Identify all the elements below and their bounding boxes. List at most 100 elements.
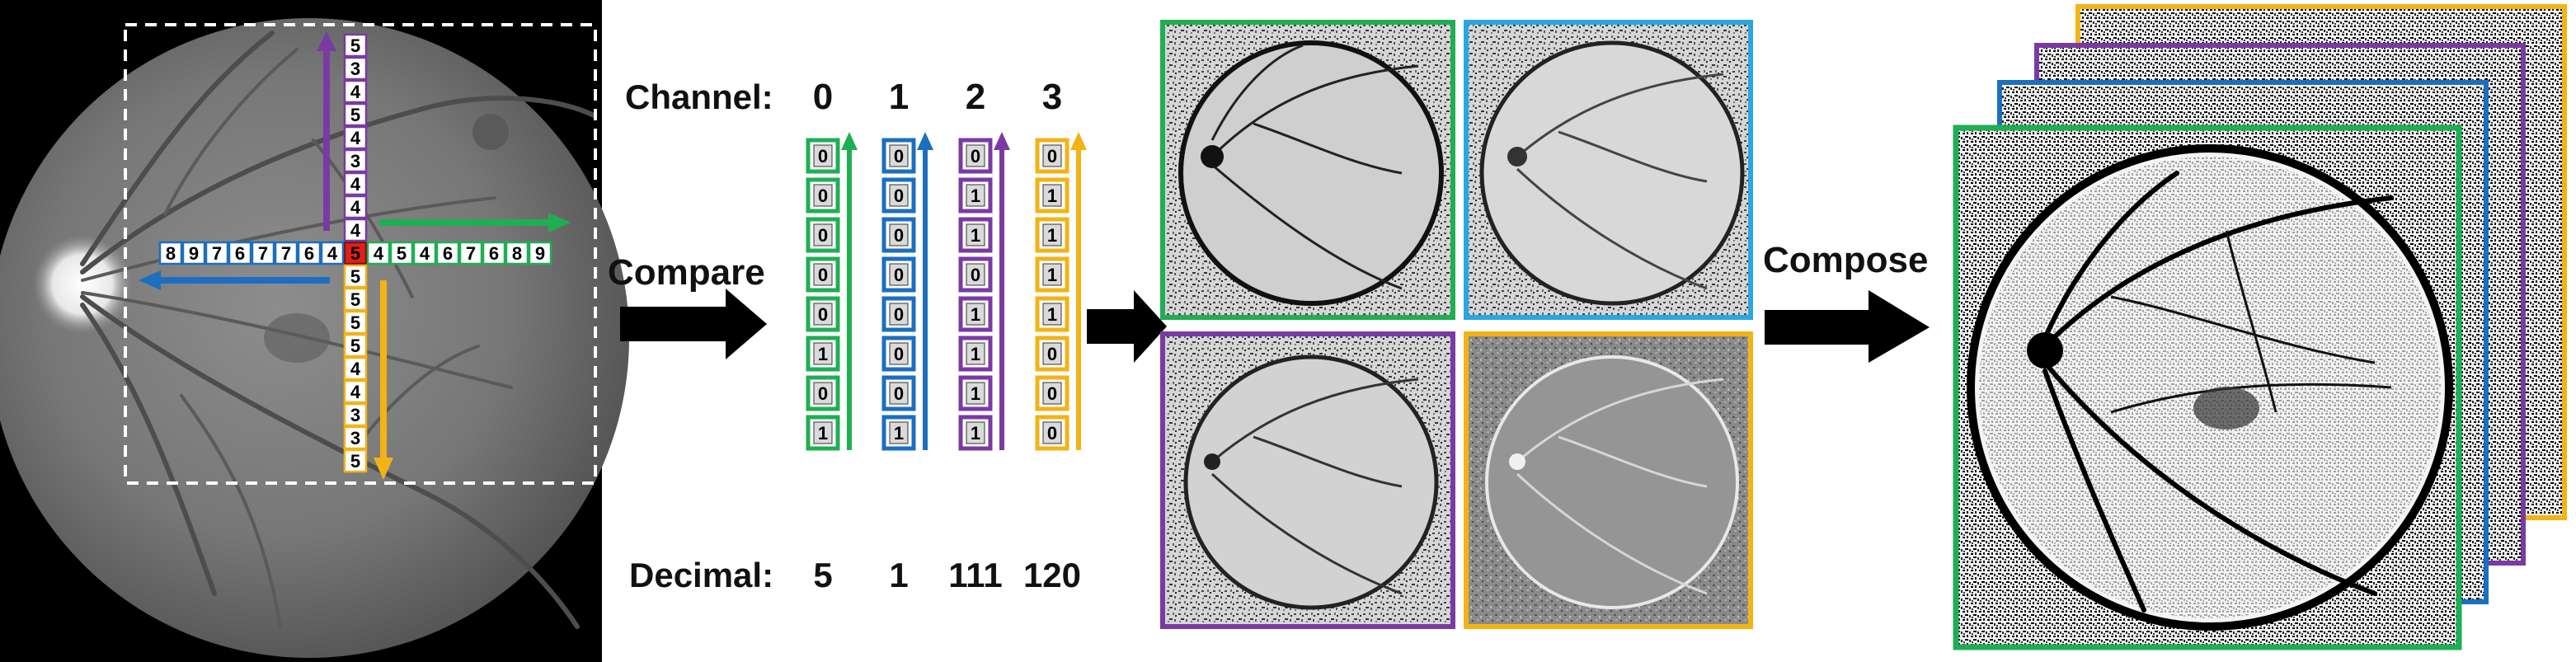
- svg-text:0: 0: [1047, 383, 1057, 404]
- svg-text:3: 3: [350, 428, 360, 448]
- bit-cell: 0: [881, 138, 916, 174]
- neighbor-down: 5: [343, 448, 368, 473]
- channel-label: Channel:: [625, 77, 773, 116]
- neighbor-right: 8: [505, 241, 529, 265]
- decimal-value: 5: [813, 556, 832, 594]
- bit-cell: 0: [881, 375, 916, 411]
- svg-text:1: 1: [1047, 225, 1057, 246]
- compare-label: Compare: [608, 252, 765, 293]
- bit-cell: 0: [958, 138, 993, 174]
- bit-cell: 0: [958, 256, 993, 293]
- channel-id: 0: [813, 77, 833, 117]
- svg-text:1: 1: [971, 304, 980, 325]
- channel-column-1: 1 0 0 0 0 0 0 0 1 1: [881, 77, 933, 594]
- svg-text:8: 8: [512, 243, 522, 264]
- neighbor-up: 5: [343, 102, 368, 127]
- svg-text:0: 0: [894, 304, 904, 325]
- bit-cell: 0: [806, 177, 840, 214]
- bit-cell: 0: [881, 336, 916, 372]
- svg-text:4: 4: [350, 174, 361, 195]
- center-pixel: 5: [343, 241, 368, 265]
- svg-text:0: 0: [1047, 344, 1057, 364]
- decimal-value: 120: [1023, 556, 1081, 594]
- svg-text:4: 4: [374, 243, 384, 264]
- svg-text:1: 1: [971, 225, 980, 246]
- svg-text:0: 0: [818, 185, 828, 206]
- svg-text:0: 0: [894, 344, 904, 364]
- channel-id: 3: [1042, 77, 1062, 117]
- arrow-to-maps-icon: [1087, 290, 1167, 363]
- svg-text:5: 5: [350, 336, 360, 356]
- neighbor-up: 4: [343, 195, 368, 219]
- bit-cell: 0: [806, 217, 840, 253]
- svg-text:0: 0: [818, 383, 828, 404]
- svg-text:4: 4: [350, 359, 361, 379]
- neighbor-down: 4: [343, 379, 368, 404]
- lbp-maps: [1160, 20, 1753, 629]
- svg-text:0: 0: [971, 265, 980, 285]
- svg-text:6: 6: [489, 243, 499, 264]
- svg-text:9: 9: [535, 243, 545, 264]
- lbp-map-channel-1: [1464, 20, 1753, 320]
- svg-text:6: 6: [235, 243, 245, 264]
- neighbor-down: 5: [343, 287, 368, 312]
- direction-arrows: [139, 31, 571, 480]
- svg-text:1: 1: [894, 423, 904, 444]
- svg-text:5: 5: [350, 312, 360, 333]
- neighbor-left: 6: [228, 241, 252, 265]
- svg-text:0: 0: [818, 225, 828, 246]
- svg-text:9: 9: [189, 243, 199, 264]
- bit-cell: 1: [806, 415, 840, 451]
- svg-text:3: 3: [350, 405, 360, 425]
- svg-text:0: 0: [1047, 423, 1057, 444]
- channel-id: 2: [966, 77, 985, 117]
- svg-text:4: 4: [350, 197, 361, 218]
- svg-text:1: 1: [818, 423, 828, 444]
- decimal-value: 1: [889, 556, 908, 594]
- svg-text:0: 0: [894, 383, 904, 404]
- svg-text:1: 1: [971, 423, 980, 444]
- bit-cell: 0: [1035, 415, 1069, 451]
- neighbor-left: 7: [251, 241, 275, 265]
- bit-cell: 1: [958, 296, 993, 332]
- svg-text:0: 0: [971, 146, 980, 167]
- compose-label: Compose: [1763, 240, 1928, 280]
- svg-text:5: 5: [350, 35, 360, 56]
- neighbor-down: 5: [343, 333, 368, 358]
- svg-text:0: 0: [894, 146, 904, 167]
- neighbor-right: 5: [389, 241, 414, 265]
- svg-text:4: 4: [350, 82, 361, 102]
- svg-text:3: 3: [350, 59, 360, 79]
- svg-text:4: 4: [327, 243, 338, 264]
- decimal-label: Decimal:: [629, 556, 773, 594]
- svg-text:1: 1: [971, 344, 980, 364]
- neighbor-left: 9: [181, 241, 206, 265]
- svg-text:1: 1: [971, 185, 980, 206]
- neighbor-up: 4: [343, 218, 368, 242]
- bit-cell: 1: [806, 336, 840, 372]
- composed-front-map: [1953, 124, 2462, 650]
- bit-cell: 0: [806, 138, 840, 174]
- neighbor-left: 4: [320, 241, 345, 265]
- svg-text:3: 3: [350, 151, 360, 171]
- bit-cell: 0: [806, 256, 840, 293]
- bit-cell: 0: [1035, 375, 1069, 411]
- neighbor-right: 7: [458, 241, 483, 265]
- svg-text:4: 4: [350, 382, 361, 402]
- svg-text:7: 7: [466, 243, 476, 264]
- svg-text:0: 0: [894, 225, 904, 246]
- lbp-map-channel-3: [1464, 331, 1753, 629]
- compare-arrow-icon: [620, 289, 767, 359]
- bit-cell: 1: [881, 415, 916, 451]
- neighbor-up: 4: [343, 171, 368, 196]
- lbp-map-channel-2: [1160, 331, 1455, 629]
- neighbor-down: 4: [343, 356, 368, 381]
- svg-text:1: 1: [818, 344, 828, 364]
- svg-text:0: 0: [818, 146, 828, 167]
- bit-cell: 0: [806, 375, 840, 411]
- bit-cell: 0: [1035, 138, 1069, 174]
- svg-text:7: 7: [258, 243, 268, 264]
- svg-text:8: 8: [166, 243, 176, 264]
